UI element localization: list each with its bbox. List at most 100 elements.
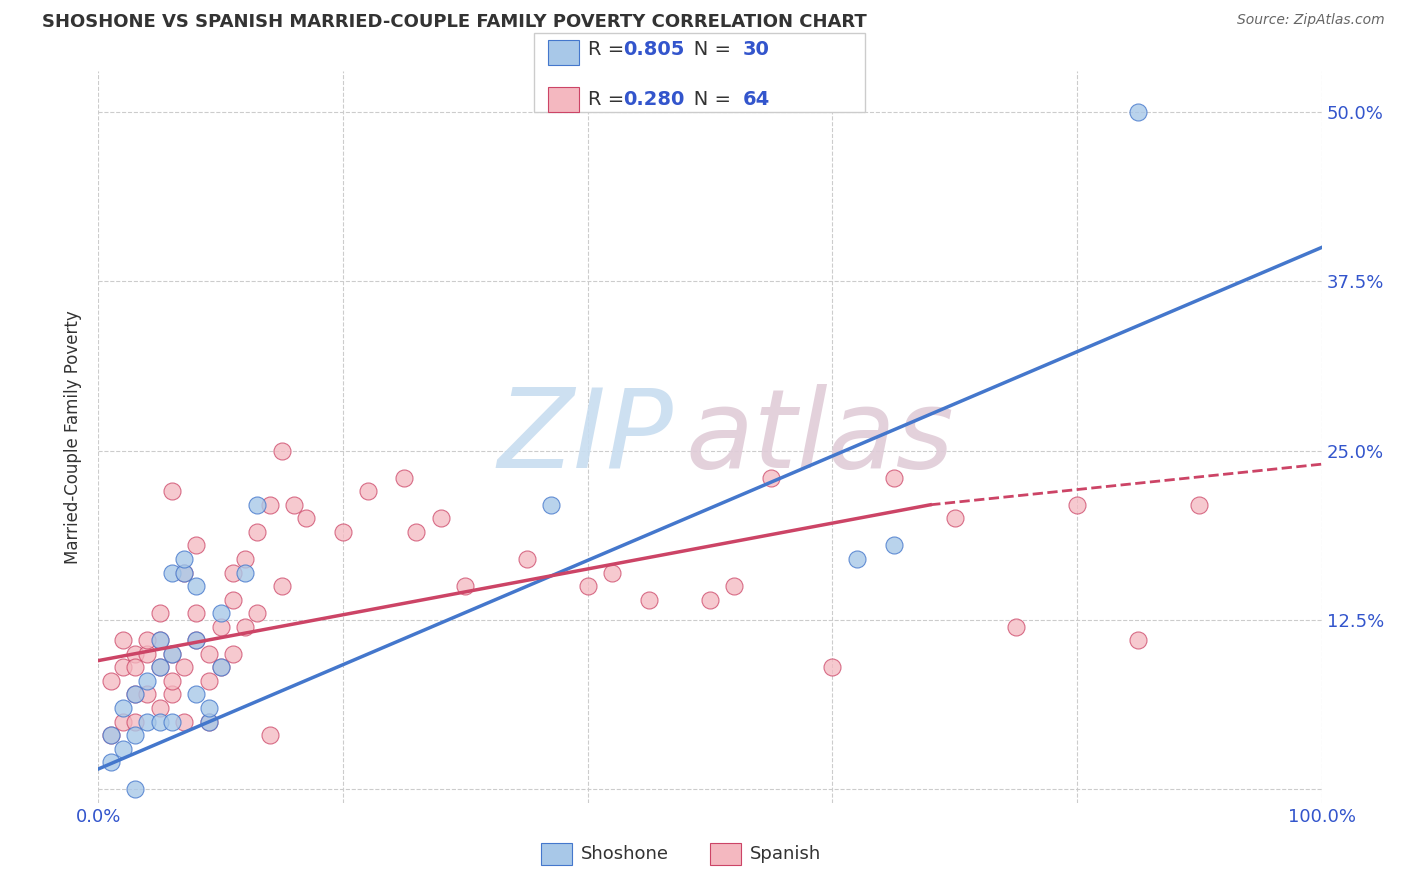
Point bbox=[149, 606, 172, 620]
Point bbox=[136, 714, 159, 729]
Point bbox=[149, 633, 172, 648]
Point bbox=[186, 633, 208, 648]
Text: Spanish: Spanish bbox=[749, 845, 821, 863]
Point bbox=[883, 538, 905, 552]
Point bbox=[173, 552, 195, 566]
Y-axis label: Married-Couple Family Poverty: Married-Couple Family Poverty bbox=[65, 310, 83, 564]
Point bbox=[100, 673, 122, 688]
Point bbox=[233, 620, 256, 634]
Point bbox=[111, 633, 134, 648]
Point bbox=[821, 660, 844, 674]
Point bbox=[883, 471, 905, 485]
Point bbox=[160, 647, 183, 661]
Point bbox=[160, 647, 183, 661]
Text: Source: ZipAtlas.com: Source: ZipAtlas.com bbox=[1237, 13, 1385, 28]
Point bbox=[160, 688, 183, 702]
Point bbox=[233, 552, 256, 566]
Point bbox=[160, 566, 183, 580]
Point bbox=[430, 511, 453, 525]
Point bbox=[222, 566, 245, 580]
Point bbox=[295, 511, 318, 525]
Point bbox=[943, 511, 966, 525]
Point bbox=[111, 741, 134, 756]
Point bbox=[270, 579, 294, 593]
Point bbox=[160, 673, 183, 688]
Point bbox=[392, 471, 416, 485]
Point bbox=[209, 606, 232, 620]
Text: atlas: atlas bbox=[686, 384, 955, 491]
Point bbox=[186, 688, 208, 702]
Point bbox=[111, 660, 134, 674]
Text: ZIP: ZIP bbox=[498, 384, 673, 491]
Point bbox=[136, 633, 159, 648]
Point bbox=[173, 714, 195, 729]
Point bbox=[1128, 105, 1150, 120]
Point bbox=[186, 606, 208, 620]
Point bbox=[209, 660, 232, 674]
Point bbox=[540, 498, 562, 512]
Text: 0.280: 0.280 bbox=[623, 90, 685, 110]
Point bbox=[246, 524, 269, 539]
Point bbox=[222, 592, 245, 607]
Point bbox=[124, 688, 146, 702]
Point bbox=[124, 688, 146, 702]
Point bbox=[1188, 498, 1211, 512]
Point bbox=[111, 714, 134, 729]
Text: SHOSHONE VS SPANISH MARRIED-COUPLE FAMILY POVERTY CORRELATION CHART: SHOSHONE VS SPANISH MARRIED-COUPLE FAMIL… bbox=[42, 13, 868, 31]
Point bbox=[160, 484, 183, 499]
Point bbox=[1128, 633, 1150, 648]
Point bbox=[124, 660, 146, 674]
Point bbox=[233, 566, 256, 580]
Point bbox=[405, 524, 427, 539]
Point bbox=[100, 728, 122, 742]
Point bbox=[173, 566, 195, 580]
Point bbox=[149, 660, 172, 674]
Text: 30: 30 bbox=[742, 40, 769, 60]
Point bbox=[246, 606, 269, 620]
Point bbox=[283, 498, 305, 512]
Text: Shoshone: Shoshone bbox=[581, 845, 669, 863]
Point bbox=[259, 728, 281, 742]
Point bbox=[1004, 620, 1026, 634]
Point bbox=[186, 579, 208, 593]
Point bbox=[454, 579, 477, 593]
Point bbox=[173, 660, 195, 674]
Point bbox=[160, 714, 183, 729]
Point bbox=[149, 660, 172, 674]
Text: N =: N = bbox=[675, 90, 737, 110]
Point bbox=[197, 701, 219, 715]
Point bbox=[197, 647, 219, 661]
Point bbox=[600, 566, 623, 580]
Point bbox=[516, 552, 538, 566]
Point bbox=[209, 660, 232, 674]
Point bbox=[173, 566, 195, 580]
Point bbox=[209, 620, 232, 634]
Text: R =: R = bbox=[588, 40, 630, 60]
Point bbox=[136, 688, 159, 702]
Point bbox=[246, 498, 269, 512]
Point bbox=[100, 728, 122, 742]
Point bbox=[124, 714, 146, 729]
Point bbox=[197, 714, 219, 729]
Point bbox=[136, 647, 159, 661]
Point bbox=[638, 592, 661, 607]
Point bbox=[259, 498, 281, 512]
Text: 0.805: 0.805 bbox=[623, 40, 685, 60]
Point bbox=[222, 647, 245, 661]
Text: 64: 64 bbox=[742, 90, 769, 110]
Point bbox=[186, 538, 208, 552]
Point bbox=[124, 647, 146, 661]
Point bbox=[576, 579, 599, 593]
Point bbox=[136, 673, 159, 688]
Point bbox=[197, 673, 219, 688]
Point bbox=[186, 633, 208, 648]
Text: N =: N = bbox=[675, 40, 737, 60]
Point bbox=[723, 579, 745, 593]
Point bbox=[124, 782, 146, 797]
Point bbox=[332, 524, 354, 539]
Point bbox=[845, 552, 868, 566]
Point bbox=[149, 714, 172, 729]
Point bbox=[149, 701, 172, 715]
Point bbox=[111, 701, 134, 715]
Point bbox=[1066, 498, 1088, 512]
